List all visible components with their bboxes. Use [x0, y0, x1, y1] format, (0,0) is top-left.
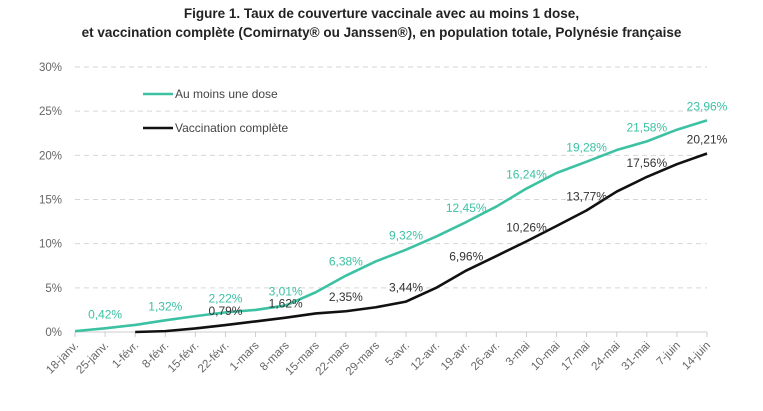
y-tick-label: 30% — [39, 62, 62, 74]
x-tick-label: 18-janv. — [44, 340, 81, 377]
x-tick-label: 25-janv. — [74, 340, 111, 377]
y-tick-label: 15% — [39, 195, 62, 207]
x-tick-label: 26-avr. — [469, 340, 502, 373]
data-label: 1,62% — [269, 297, 303, 311]
y-tick-label: 0% — [45, 327, 62, 339]
x-tick-label: 31-mai — [620, 340, 653, 373]
x-tick-label: 14-juin — [680, 340, 713, 373]
data-label: 6,38% — [329, 255, 363, 269]
data-label: 9,32% — [389, 229, 423, 243]
y-tick-label: 25% — [39, 106, 62, 118]
data-label: 0,79% — [208, 304, 242, 318]
x-tick-label: 29-mars — [344, 339, 382, 377]
x-tick-label: 17-mai — [559, 340, 592, 373]
x-tick-label: 1-févr. — [110, 340, 141, 371]
data-label: 3,44% — [389, 281, 423, 295]
x-tick-label: 5-avr. — [383, 340, 412, 369]
data-label: 13,77% — [566, 189, 607, 203]
x-tick-label: 12-avr. — [409, 340, 442, 373]
x-tick-label: 24-mai — [589, 340, 622, 373]
chart-subtitle: et vaccination complète (Comirnaty® ou J… — [81, 25, 682, 40]
data-label: 17,56% — [626, 156, 667, 170]
data-label: 0,42% — [88, 307, 122, 321]
x-tick-label: 19-avr. — [439, 340, 472, 373]
data-label: 20,21% — [687, 132, 728, 146]
data-label: 12,45% — [446, 201, 487, 215]
legend-label: Vaccination complète — [175, 121, 289, 135]
data-label: 21,58% — [626, 120, 667, 134]
x-tick-label: 7-juin — [655, 340, 683, 368]
x-tick-label: 22-févr. — [196, 340, 232, 376]
data-label: 10,26% — [506, 220, 547, 234]
y-tick-label: 20% — [39, 150, 62, 162]
x-tick-label: 10-mai — [529, 340, 562, 373]
x-tick-label: 1-mars — [228, 339, 262, 373]
legend-label: Au moins une dose — [175, 87, 278, 101]
data-label: 16,24% — [506, 168, 547, 182]
data-label: 3,01% — [269, 284, 303, 298]
data-label: 6,96% — [449, 250, 483, 264]
series-line-0 — [74, 119, 708, 333]
x-tick-label: 15-févr. — [166, 340, 202, 376]
y-tick-label: 10% — [39, 239, 62, 251]
y-tick-label: 5% — [45, 283, 62, 295]
data-label: 1,32% — [148, 299, 182, 313]
chart-title: Figure 1. Taux de couverture vaccinale a… — [183, 6, 580, 21]
data-label: 2,22% — [208, 291, 242, 305]
data-label: 19,28% — [566, 141, 607, 155]
data-label: 2,35% — [329, 290, 363, 304]
series-line-1 — [135, 152, 708, 334]
x-tick-label: 3-mai — [504, 340, 533, 369]
data-label: 23,96% — [687, 99, 728, 113]
